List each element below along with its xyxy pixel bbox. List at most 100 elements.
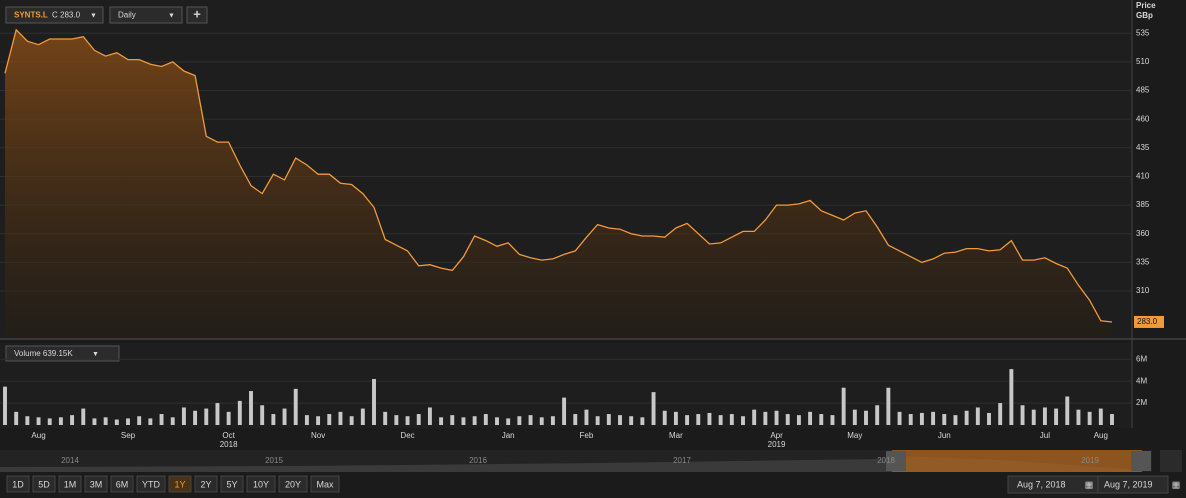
- volume-bar: [718, 415, 723, 425]
- range-button-label[interactable]: Max: [316, 479, 334, 489]
- volume-bar: [58, 417, 63, 425]
- range-button[interactable]: [168, 475, 192, 493]
- volume-bar: [919, 412, 924, 425]
- volume-bar: [293, 388, 298, 425]
- range-button[interactable]: [194, 475, 218, 493]
- range-button-label[interactable]: 3M: [90, 479, 103, 489]
- add-icon: +: [193, 6, 201, 21]
- navigator-year: 2015: [265, 456, 283, 465]
- range-button[interactable]: [310, 475, 340, 493]
- volume-bar: [741, 416, 745, 425]
- volume-bar: [271, 414, 276, 425]
- volume-bar: [1054, 408, 1059, 425]
- navigator-selection[interactable]: [892, 450, 1142, 472]
- volume-bar: [808, 411, 813, 425]
- volume-bar: [908, 414, 913, 425]
- volume-bar: [819, 414, 824, 425]
- volume-bar: [852, 409, 857, 425]
- dropdown-arrow: ▼: [92, 351, 99, 358]
- volume-bar: [1031, 409, 1036, 425]
- date-to-box[interactable]: [1097, 475, 1169, 494]
- y-tick-label: 435: [1136, 143, 1150, 152]
- symbol: SYNTS.L: [14, 11, 48, 20]
- range-button-label[interactable]: 20Y: [285, 479, 301, 489]
- calendar-icon[interactable]: ▦: [1085, 479, 1094, 489]
- volume-bar: [562, 397, 567, 425]
- volume-bar: [550, 416, 555, 425]
- volume-bar: [81, 408, 86, 425]
- navigator-handle[interactable]: [886, 451, 906, 471]
- range-button-label[interactable]: 1D: [12, 479, 24, 489]
- volume-bar: [841, 387, 846, 425]
- y-tick-label: 510: [1136, 57, 1150, 66]
- price-line: [4, 28, 1113, 323]
- volume-bar: [416, 414, 421, 425]
- range-button[interactable]: [246, 475, 276, 493]
- volume-bar: [964, 410, 969, 425]
- navigator-year: 2018: [877, 456, 895, 465]
- volume-bar: [796, 415, 801, 425]
- volume-bar: [25, 416, 30, 425]
- volume-bar: [875, 405, 880, 425]
- volume-bar: [427, 407, 432, 425]
- range-button[interactable]: [58, 475, 82, 493]
- volume-bar: [472, 416, 477, 425]
- range-button[interactable]: [220, 475, 244, 493]
- range-button-label[interactable]: 1Y: [174, 479, 185, 489]
- close-label: C 283.0: [52, 11, 81, 20]
- volume-bar: [148, 418, 153, 425]
- x-tick-label: Feb: [580, 431, 594, 440]
- navigator-handle[interactable]: [1131, 451, 1151, 471]
- y-tick-label: 6M: [1136, 354, 1147, 363]
- range-button[interactable]: [6, 475, 30, 493]
- range-button-label[interactable]: 1M: [64, 479, 77, 489]
- volume-bar: [707, 412, 712, 425]
- volume-bar: [237, 400, 242, 425]
- volume-bar: [181, 407, 186, 425]
- volume-bar: [103, 417, 108, 425]
- symbol-box[interactable]: [5, 6, 104, 24]
- volume-bar: [383, 411, 388, 425]
- x-tick-label: Aug: [31, 431, 45, 440]
- range-button[interactable]: [136, 475, 166, 493]
- volume-bar: [584, 409, 589, 425]
- interval-box[interactable]: [109, 6, 183, 24]
- y-axis-unit: GBp: [1136, 11, 1153, 20]
- volume-box[interactable]: [5, 345, 120, 362]
- x-tick-label: Sep: [121, 431, 136, 440]
- volume-bar: [629, 416, 634, 425]
- range-button-label[interactable]: 10Y: [253, 479, 269, 489]
- volume-bar: [931, 411, 936, 425]
- volume-bar: [752, 409, 757, 425]
- range-button[interactable]: [84, 475, 108, 493]
- x-tick-label: Jul: [1040, 431, 1050, 440]
- range-button-label[interactable]: YTD: [142, 479, 161, 489]
- calendar-icon[interactable]: ▦: [1172, 479, 1181, 489]
- volume-bar: [126, 418, 130, 425]
- volume-bar: [483, 414, 488, 425]
- y-tick-label: 360: [1136, 229, 1150, 238]
- range-button[interactable]: [278, 475, 308, 493]
- volume-bar: [975, 407, 980, 425]
- range-button-label[interactable]: 5D: [38, 479, 50, 489]
- volume-label: Volume 639.15K: [14, 349, 73, 358]
- range-button[interactable]: [110, 475, 134, 493]
- x-tick-label: Mar: [669, 431, 683, 440]
- navigator-scroll[interactable]: [1160, 450, 1182, 472]
- range-button-label[interactable]: 2Y: [200, 479, 211, 489]
- range-button-label[interactable]: 5Y: [226, 479, 237, 489]
- volume-bar: [14, 411, 19, 425]
- volume-bar: [998, 403, 1003, 425]
- volume-bar: [1076, 409, 1081, 425]
- y-tick-label: 2M: [1136, 398, 1147, 407]
- x-year-label: 2019: [768, 440, 786, 449]
- volume-bar: [729, 414, 734, 425]
- volume-bar: [886, 387, 891, 425]
- range-button-label[interactable]: 6M: [116, 479, 129, 489]
- interval: Daily: [118, 11, 136, 20]
- last-value-box: [1134, 315, 1164, 328]
- add-button[interactable]: [186, 6, 208, 24]
- volume-bar: [528, 415, 533, 425]
- range-button[interactable]: [32, 475, 56, 493]
